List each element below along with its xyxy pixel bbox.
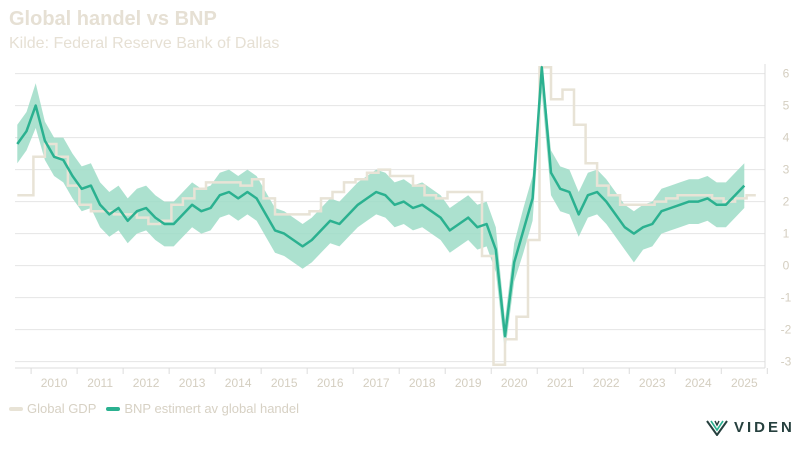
x-tick-label: 2017 — [363, 376, 390, 390]
legend-swatch-gdp — [9, 406, 23, 411]
x-tick-label: 2018 — [409, 376, 436, 390]
legend-item-trade: BNP estimert av global handel — [106, 401, 299, 416]
y-tick-label: 4 — [783, 131, 790, 145]
chart-subtitle: Kilde: Federal Reserve Bank of Dallas — [9, 35, 280, 52]
viden-logo-icon — [706, 420, 728, 436]
x-tick-label: 2016 — [317, 376, 344, 390]
gdp-line — [17, 65, 756, 367]
x-tick-label: 2019 — [455, 376, 482, 390]
x-tick-label: 2024 — [685, 376, 712, 390]
line-layer — [16, 65, 756, 367]
y-tick-label: 6 — [783, 67, 790, 81]
viden-logo: VIDEN — [706, 418, 795, 436]
grid-layer — [15, 73, 765, 363]
y-tick-label: 5 — [783, 99, 790, 113]
x-tick-label: 2013 — [179, 376, 206, 390]
viden-logo-text: VIDEN — [734, 418, 795, 436]
legend-label-trade: BNP estimert av global handel — [124, 401, 300, 416]
axis-layer: 6 5 4 3 2 1 0 -1 -2 -3 2010 2011 2012 2013 2014 2015 201… — [15, 64, 792, 390]
x-tick-label: 2022 — [593, 376, 620, 390]
trade-gdp-line — [16, 65, 746, 338]
y-tick-label: -2 — [781, 323, 792, 337]
legend-item-gdp: Global GDP — [9, 401, 96, 416]
x-tick-label: 2011 — [87, 376, 113, 390]
y-tick-label: 2 — [783, 195, 790, 209]
legend-swatch-trade — [106, 406, 121, 411]
x-tick-label: 2015 — [271, 376, 298, 390]
y-tick-label: -1 — [781, 291, 792, 305]
x-tick-label: 2023 — [639, 376, 666, 390]
x-tick-label: 2025 — [731, 376, 758, 390]
y-tick-label: -3 — [781, 355, 792, 369]
y-tick-label: 3 — [783, 163, 790, 177]
x-tick-label: 2014 — [225, 376, 252, 390]
x-tick-label: 2010 — [41, 376, 68, 390]
trade-band — [17, 64, 745, 352]
legend-label-gdp: Global GDP — [27, 401, 97, 416]
y-tick-label: 0 — [783, 259, 790, 273]
chart-canvas: 6 5 4 3 2 1 0 -1 -2 -3 2010 2011 2012 2013 2014 2015 201… — [15, 64, 792, 390]
band-layer — [17, 64, 745, 352]
x-tick-label: 2012 — [133, 376, 160, 390]
x-tick-label: 2020 — [501, 376, 528, 390]
legend: Global GDP BNP estimert av global handel — [9, 401, 299, 416]
y-tick-label: 1 — [783, 227, 790, 241]
chart-title: Global handel vs BNP — [9, 8, 217, 30]
x-tick-label: 2021 — [547, 376, 574, 390]
